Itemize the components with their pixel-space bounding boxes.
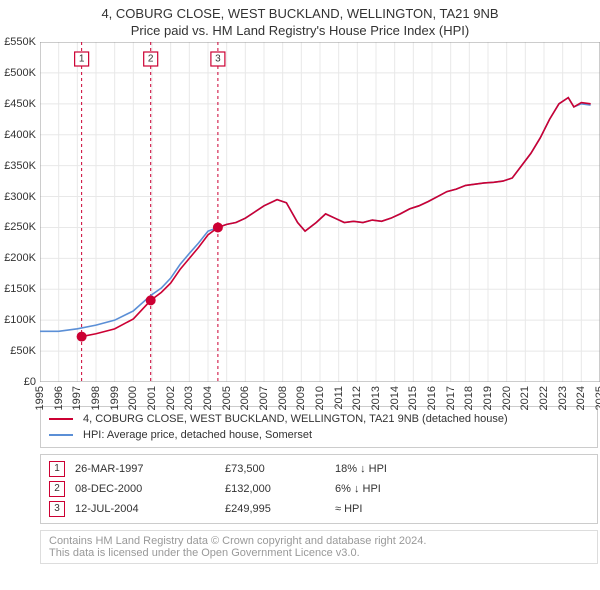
plot-svg: 1 2 3 [40,42,600,382]
chart-container: 4, COBURG CLOSE, WEST BUCKLAND, WELLINGT… [0,0,600,564]
x-tick-label: 2012 [351,386,363,410]
x-tick-label: 1997 [71,386,83,410]
x-tick-label: 1999 [109,386,121,410]
titles: 4, COBURG CLOSE, WEST BUCKLAND, WELLINGT… [0,0,600,42]
transaction-price: £73,500 [225,463,325,475]
legend-item: 4, COBURG CLOSE, WEST BUCKLAND, WELLINGT… [49,411,589,427]
y-tick-label: £100K [4,314,36,326]
transaction-row: 2 08-DEC-2000 £132,000 6% ↓ HPI [49,479,589,499]
x-tick-label: 2021 [519,386,531,410]
x-tick-label: 2022 [538,386,550,410]
legend-swatch [49,434,73,436]
x-tick-label: 2014 [389,386,401,410]
legend-label: HPI: Average price, detached house, Some… [83,429,312,441]
x-tick-label: 1996 [53,386,65,410]
x-tick-label: 2010 [314,386,326,410]
legend-swatch [49,418,73,420]
x-tick-label: 2015 [407,386,419,410]
x-tick-label: 2024 [575,386,587,410]
y-tick-label: £550K [4,36,36,48]
x-tick-label: 2020 [501,386,513,410]
y-tick-label: £50K [10,345,36,357]
transaction-number-icon: 3 [49,501,65,517]
transaction-date: 26-MAR-1997 [75,463,215,475]
x-tick-label: 2001 [146,386,158,410]
x-tick-label: 2009 [295,386,307,410]
title-main: 4, COBURG CLOSE, WEST BUCKLAND, WELLINGT… [0,6,600,21]
y-tick-label: £300K [4,191,36,203]
transaction-date: 08-DEC-2000 [75,483,215,495]
x-tick-label: 2017 [445,386,457,410]
y-tick-label: £500K [4,67,36,79]
x-tick-label: 2006 [239,386,251,410]
svg-text:3: 3 [215,54,221,65]
legend-item: HPI: Average price, detached house, Some… [49,427,589,443]
title-sub: Price paid vs. HM Land Registry's House … [0,21,600,42]
y-tick-label: £400K [4,129,36,141]
footer: Contains HM Land Registry data © Crown c… [40,530,598,564]
y-tick-label: £350K [4,160,36,172]
transaction-diff: ≈ HPI [335,503,455,515]
transaction-list: 1 26-MAR-1997 £73,500 18% ↓ HPI 2 08-DEC-2000… [40,454,598,524]
y-tick-label: £250K [4,221,36,233]
transaction-number-icon: 1 [49,461,65,477]
x-tick-label: 2004 [202,386,214,410]
y-tick-label: £450K [4,98,36,110]
x-tick-label: 2019 [482,386,494,410]
transaction-row: 3 12-JUL-2004 £249,995 ≈ HPI [49,499,589,519]
chart-area: 123 £0£50K£100K£150K£200K£250K£300K£350K… [40,42,600,382]
x-tick-label: 2007 [258,386,270,410]
x-tick-label: 2025 [594,386,600,410]
x-tick-label: 1995 [34,386,46,410]
x-tick-label: 2018 [463,386,475,410]
x-tick-label: 2023 [557,386,569,410]
transaction-price: £132,000 [225,483,325,495]
x-tick-label: 2008 [277,386,289,410]
transaction-row: 1 26-MAR-1997 £73,500 18% ↓ HPI [49,459,589,479]
svg-text:2: 2 [148,54,154,65]
svg-text:1: 1 [79,54,85,65]
legend-label: 4, COBURG CLOSE, WEST BUCKLAND, WELLINGT… [83,413,508,425]
y-tick-label: £150K [4,283,36,295]
y-tick-label: £200K [4,252,36,264]
footer-line2: This data is licensed under the Open Gov… [49,547,589,559]
x-tick-label: 2011 [333,386,345,410]
transaction-price: £249,995 [225,503,325,515]
x-tick-label: 2013 [370,386,382,410]
footer-line1: Contains HM Land Registry data © Crown c… [49,535,589,547]
x-tick-label: 2000 [127,386,139,410]
x-tick-label: 2016 [426,386,438,410]
x-tick-label: 1998 [90,386,102,410]
x-tick-label: 2002 [165,386,177,410]
x-tick-label: 2003 [183,386,195,410]
legend: 4, COBURG CLOSE, WEST BUCKLAND, WELLINGT… [40,406,598,448]
transaction-diff: 18% ↓ HPI [335,463,455,475]
transaction-date: 12-JUL-2004 [75,503,215,515]
transaction-diff: 6% ↓ HPI [335,483,455,495]
x-tick-label: 2005 [221,386,233,410]
transaction-number-icon: 2 [49,481,65,497]
